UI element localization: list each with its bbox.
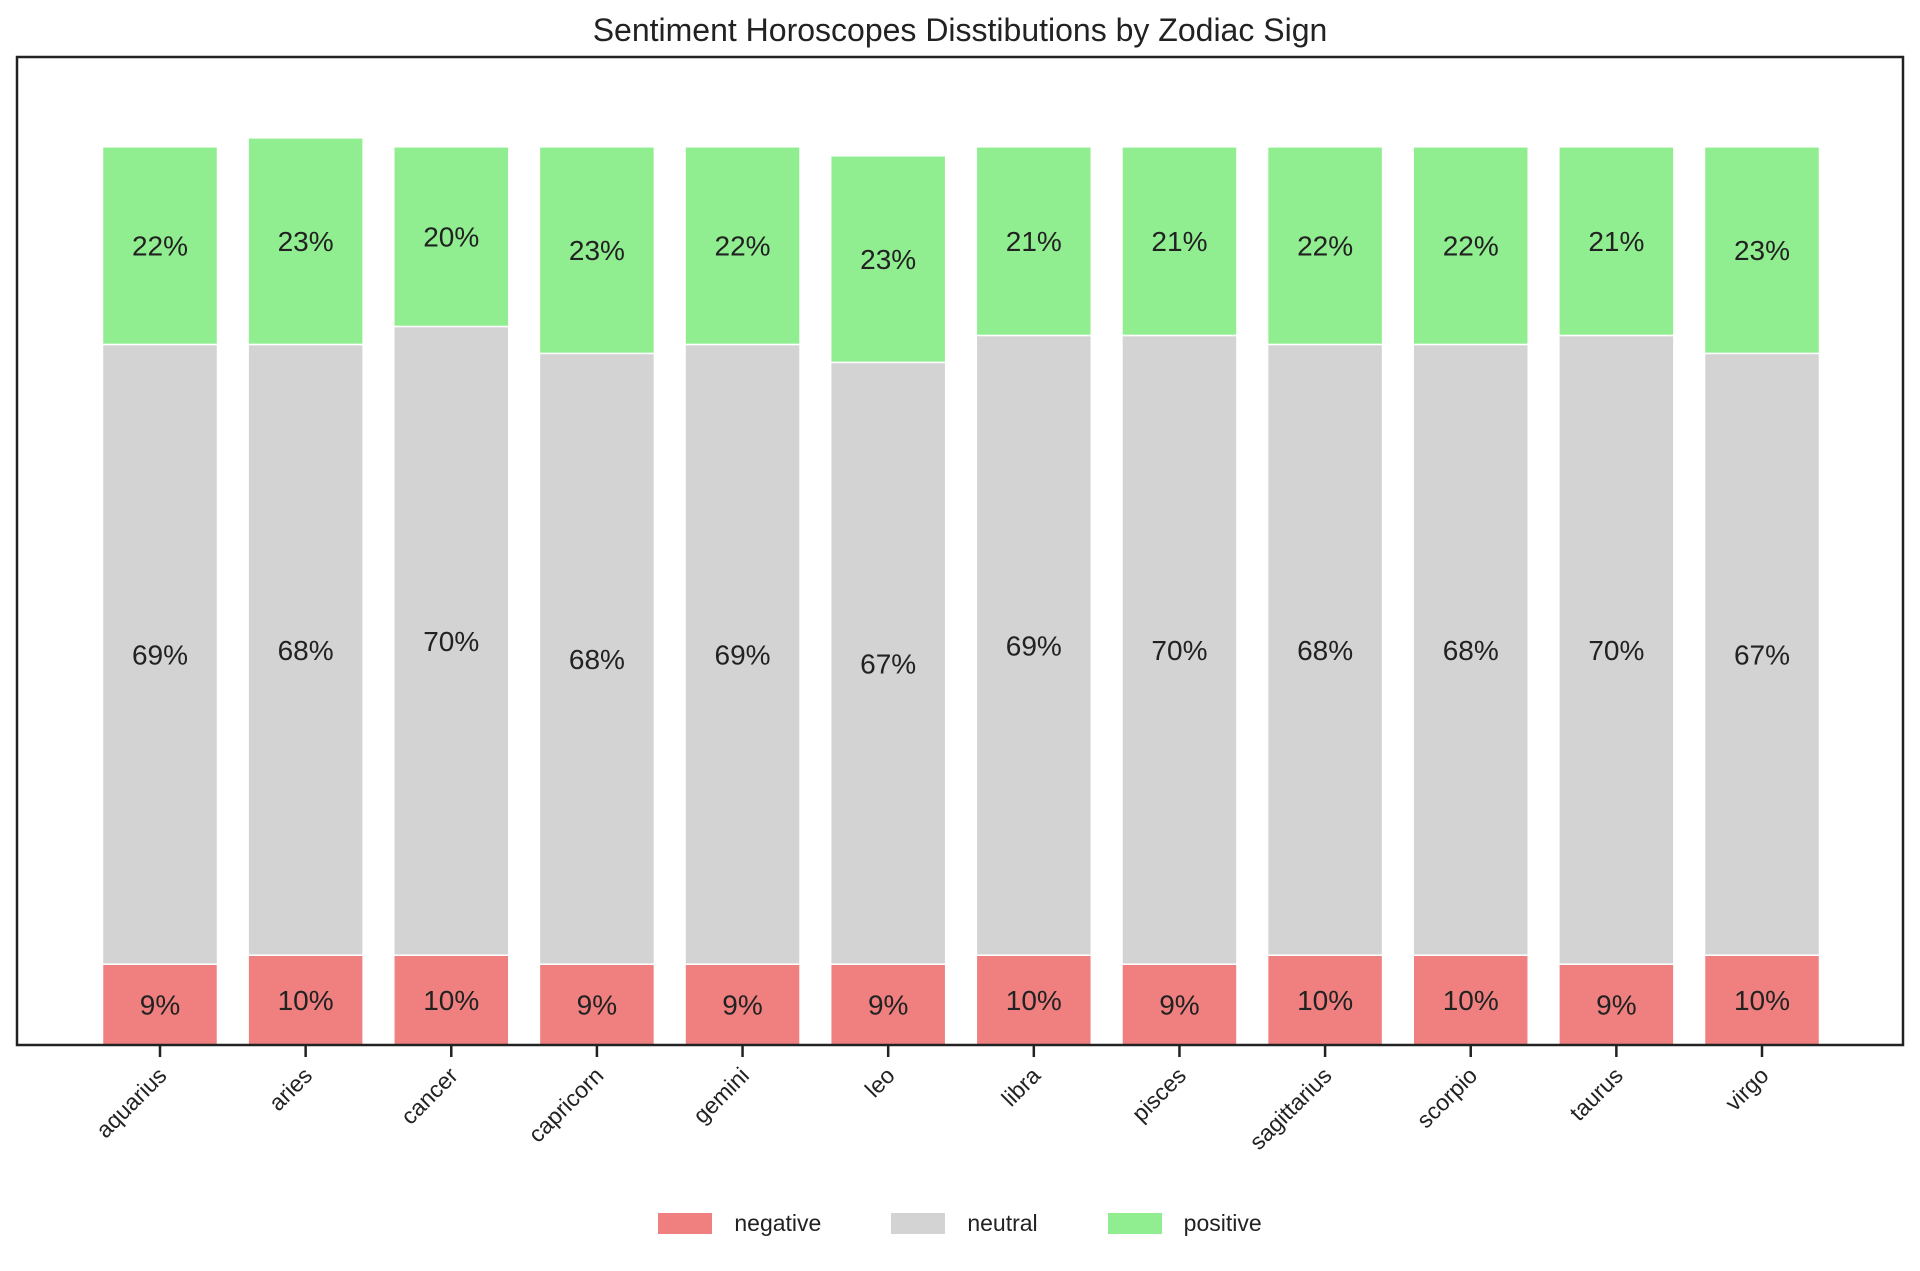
bar-negative-cancer: [393, 954, 510, 1046]
bar-positive-capricorn: [538, 146, 656, 355]
data-label-positive-pisces: 21%: [1151, 226, 1207, 257]
bar-neutral-aries: [247, 343, 364, 956]
bar-neutral-virgo: [1703, 352, 1821, 956]
bar-neutral-scorpio: [1412, 343, 1529, 956]
bar-neutral-taurus: [1558, 334, 1675, 965]
bars-layer: [101, 137, 1821, 1046]
bar-positive-aries: [247, 137, 364, 346]
bar-neutral-cancer: [393, 325, 510, 956]
x-tick-label-aries: aries: [264, 1062, 318, 1116]
data-label-negative-sagittarius: 10%: [1297, 985, 1353, 1016]
data-label-neutral-pisces: 70%: [1151, 635, 1207, 666]
legend-item-neutral[interactable]: neutral: [891, 1210, 1038, 1237]
chart-title: Sentiment Horoscopes Disstibutions by Zo…: [592, 12, 1328, 48]
bar-positive-taurus: [1558, 146, 1675, 337]
x-tick-label-gemini: gemini: [688, 1062, 754, 1128]
data-label-neutral-leo: 67%: [860, 648, 916, 679]
data-label-neutral-aries: 68%: [278, 635, 334, 666]
data-labels-layer: 9% 69% 22% 10% 68% 23% 10% 70% 20% 9% 68% 23% 9% 69% 2…: [132, 222, 1790, 1021]
bar-neutral-libra: [975, 334, 1093, 956]
legend-item-positive[interactable]: positive: [1107, 1210, 1262, 1237]
data-label-negative-cancer: 10%: [423, 985, 479, 1016]
data-label-positive-gemini: 22%: [715, 231, 771, 262]
bar-positive-sagittarius: [1266, 146, 1384, 346]
data-label-negative-aries: 10%: [278, 985, 334, 1016]
bar-positive-gemini: [684, 146, 801, 346]
bar-negative-libra: [975, 954, 1093, 1046]
bar-negative-virgo: [1703, 954, 1821, 1046]
bar-positive-pisces: [1121, 146, 1238, 337]
x-tick-label-leo: leo: [860, 1062, 900, 1102]
data-label-neutral-sagittarius: 68%: [1297, 635, 1353, 666]
bar-neutral-sagittarius: [1266, 343, 1384, 956]
x-ticks-layer: aquarius aries cancer capricorn gemini leo lib…: [91, 1045, 1774, 1155]
data-label-neutral-taurus: 70%: [1588, 635, 1644, 666]
data-label-negative-aquarius: 9%: [140, 990, 180, 1021]
data-label-neutral-scorpio: 68%: [1443, 635, 1499, 666]
data-label-neutral-gemini: 69%: [715, 639, 771, 670]
bar-positive-aquarius: [101, 146, 219, 346]
x-tick-label-scorpio: scorpio: [1411, 1062, 1482, 1133]
data-label-neutral-virgo: 67%: [1734, 639, 1790, 670]
data-label-positive-sagittarius: 22%: [1297, 231, 1353, 262]
data-label-positive-capricorn: 23%: [569, 235, 625, 266]
data-label-neutral-libra: 69%: [1006, 630, 1062, 661]
data-label-negative-gemini: 9%: [722, 990, 762, 1021]
data-label-negative-scorpio: 10%: [1443, 985, 1499, 1016]
x-tick-label-cancer: cancer: [396, 1062, 463, 1129]
bar-negative-scorpio: [1412, 954, 1529, 1046]
data-label-positive-leo: 23%: [860, 244, 916, 275]
data-label-neutral-cancer: 70%: [423, 626, 479, 657]
x-tick-label-aquarius: aquarius: [91, 1062, 172, 1143]
bar-positive-virgo: [1703, 146, 1821, 355]
data-label-positive-taurus: 21%: [1588, 226, 1644, 257]
bar-neutral-gemini: [684, 343, 801, 965]
legend-item-negative[interactable]: negative: [658, 1210, 821, 1237]
x-tick-label-taurus: taurus: [1564, 1062, 1628, 1126]
data-label-negative-leo: 9%: [868, 990, 908, 1021]
data-label-negative-libra: 10%: [1006, 985, 1062, 1016]
data-label-positive-virgo: 23%: [1734, 235, 1790, 266]
data-label-positive-aquarius: 22%: [132, 231, 188, 262]
x-tick-label-pisces: pisces: [1126, 1062, 1190, 1126]
bar-positive-libra: [975, 146, 1093, 337]
data-label-positive-scorpio: 22%: [1443, 231, 1499, 262]
x-tick-label-capricorn: capricorn: [523, 1062, 608, 1147]
bar-neutral-pisces: [1121, 334, 1238, 965]
bar-positive-cancer: [393, 146, 510, 328]
plot-frame: [15, 55, 1905, 1047]
x-tick-label-sagittarius: sagittarius: [1244, 1062, 1337, 1155]
data-label-neutral-aquarius: 69%: [132, 639, 188, 670]
data-label-positive-cancer: 20%: [423, 222, 479, 253]
data-label-negative-capricorn: 9%: [577, 990, 617, 1021]
legend-swatch-negative: [658, 1213, 713, 1234]
bar-negative-leo: [829, 963, 947, 1046]
bar-negative-taurus: [1558, 963, 1675, 1046]
bar-neutral-leo: [829, 361, 947, 965]
data-label-positive-libra: 21%: [1006, 226, 1062, 257]
bar-negative-pisces: [1121, 963, 1238, 1046]
x-tick-label-libra: libra: [996, 1062, 1045, 1111]
bar-negative-aquarius: [101, 963, 219, 1046]
x-tick-label-virgo: virgo: [1720, 1062, 1774, 1116]
data-label-neutral-capricorn: 68%: [569, 644, 625, 675]
bar-positive-leo: [829, 155, 947, 364]
legend-swatch-positive: [1107, 1213, 1162, 1234]
legend: negative neutral positive: [0, 1210, 1920, 1237]
data-label-negative-pisces: 9%: [1159, 990, 1199, 1021]
bar-negative-gemini: [684, 963, 801, 1046]
legend-swatch-neutral: [891, 1213, 946, 1234]
bar-neutral-capricorn: [538, 352, 656, 965]
data-label-negative-virgo: 10%: [1734, 985, 1790, 1016]
legend-label-positive: positive: [1183, 1210, 1262, 1236]
data-label-negative-taurus: 9%: [1596, 990, 1636, 1021]
legend-label-negative: negative: [734, 1210, 822, 1236]
bar-positive-scorpio: [1412, 146, 1529, 346]
legend-label-neutral: neutral: [967, 1210, 1038, 1236]
data-label-positive-aries: 23%: [278, 226, 334, 257]
